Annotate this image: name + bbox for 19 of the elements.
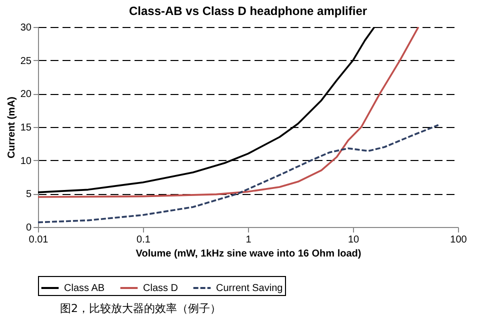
legend-label: Current Saving xyxy=(216,283,283,294)
chart-title: Class-AB vs Class D headphone amplifier xyxy=(128,4,368,18)
x-tick-label: 10 xyxy=(348,234,360,246)
y-tick-label: 25 xyxy=(20,56,32,67)
x-tick-label: 0.01 xyxy=(28,234,49,246)
y-tick-label: 15 xyxy=(20,122,32,134)
x-tick-label: 0.1 xyxy=(136,234,151,246)
y-tick-label: 30 xyxy=(20,22,32,34)
x-tick-label: 100 xyxy=(450,234,468,246)
y-axis-title: Current (mA) xyxy=(6,96,18,158)
x-axis-title: Volume (mW, 1kHz sine wave into 16 Ohm load) xyxy=(136,248,362,260)
x-tick-label: 1 xyxy=(246,234,252,246)
legend-label: Class AB xyxy=(64,283,105,294)
y-tick-label: 20 xyxy=(20,89,32,100)
caption: 图2，比较放大器的效率（例子） xyxy=(60,301,222,316)
y-tick-label: 5 xyxy=(26,189,32,200)
y-tick-label: 10 xyxy=(20,156,32,167)
legend-label: Class D xyxy=(143,283,178,294)
y-tick-label: 0 xyxy=(26,222,32,234)
